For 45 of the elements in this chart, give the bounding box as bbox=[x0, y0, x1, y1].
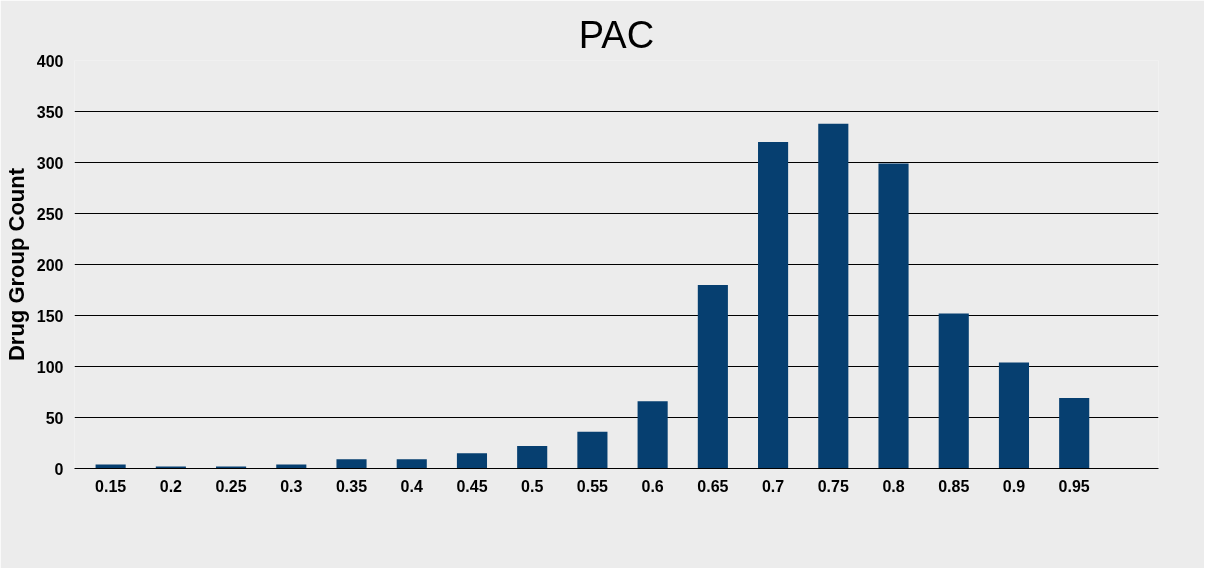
bar bbox=[517, 446, 548, 469]
bar bbox=[276, 464, 307, 469]
bar bbox=[637, 401, 668, 469]
x-tick-label: 0.25 bbox=[215, 477, 247, 495]
bar bbox=[818, 123, 849, 469]
bar bbox=[216, 466, 247, 469]
y-axis-title: Drug Group Count bbox=[3, 167, 29, 362]
bar bbox=[1059, 398, 1090, 469]
x-tick-label: 0.45 bbox=[456, 477, 488, 495]
x-tick-label: 0.7 bbox=[761, 477, 785, 495]
chart-title: PAC bbox=[578, 13, 655, 56]
x-tick-label: 0.15 bbox=[95, 477, 127, 495]
x-tick-label: 0.65 bbox=[697, 477, 729, 495]
x-tick-label: 0.5 bbox=[521, 477, 544, 495]
y-tick-label: 350 bbox=[36, 103, 64, 121]
x-tick-label: 0.8 bbox=[882, 477, 905, 495]
x-tick-label: 0.9 bbox=[1002, 477, 1026, 495]
x-tick-label: 0.4 bbox=[400, 477, 423, 495]
y-tick-label: 300 bbox=[36, 154, 64, 172]
x-tick-label: 0.95 bbox=[1058, 477, 1090, 495]
y-tick-label: 100 bbox=[36, 358, 64, 376]
bar bbox=[577, 431, 608, 469]
bar bbox=[396, 459, 427, 469]
x-tick-label: 0.85 bbox=[938, 477, 970, 495]
bar bbox=[758, 142, 789, 469]
x-tick-label: 0.3 bbox=[280, 477, 303, 495]
y-tick-label: 150 bbox=[36, 307, 64, 325]
y-tick-label: 250 bbox=[36, 205, 64, 223]
x-tick-label: 0.2 bbox=[159, 477, 183, 495]
x-tick-label: 0.75 bbox=[817, 477, 849, 495]
bar bbox=[336, 459, 367, 469]
x-tick-label: 0.6 bbox=[641, 477, 664, 495]
bar bbox=[155, 466, 186, 469]
y-tick-label: 50 bbox=[45, 409, 64, 427]
y-tick-label: 400 bbox=[36, 52, 64, 70]
y-tick-label: 200 bbox=[36, 256, 64, 274]
x-tick-label: 0.55 bbox=[576, 477, 609, 495]
y-tick-label: 0 bbox=[54, 460, 64, 478]
bar bbox=[95, 464, 126, 469]
bar bbox=[878, 163, 909, 469]
x-tick-label: 0.35 bbox=[335, 477, 368, 495]
bar bbox=[938, 313, 969, 469]
bar bbox=[697, 284, 728, 469]
bar bbox=[456, 453, 488, 469]
bar bbox=[998, 362, 1030, 469]
